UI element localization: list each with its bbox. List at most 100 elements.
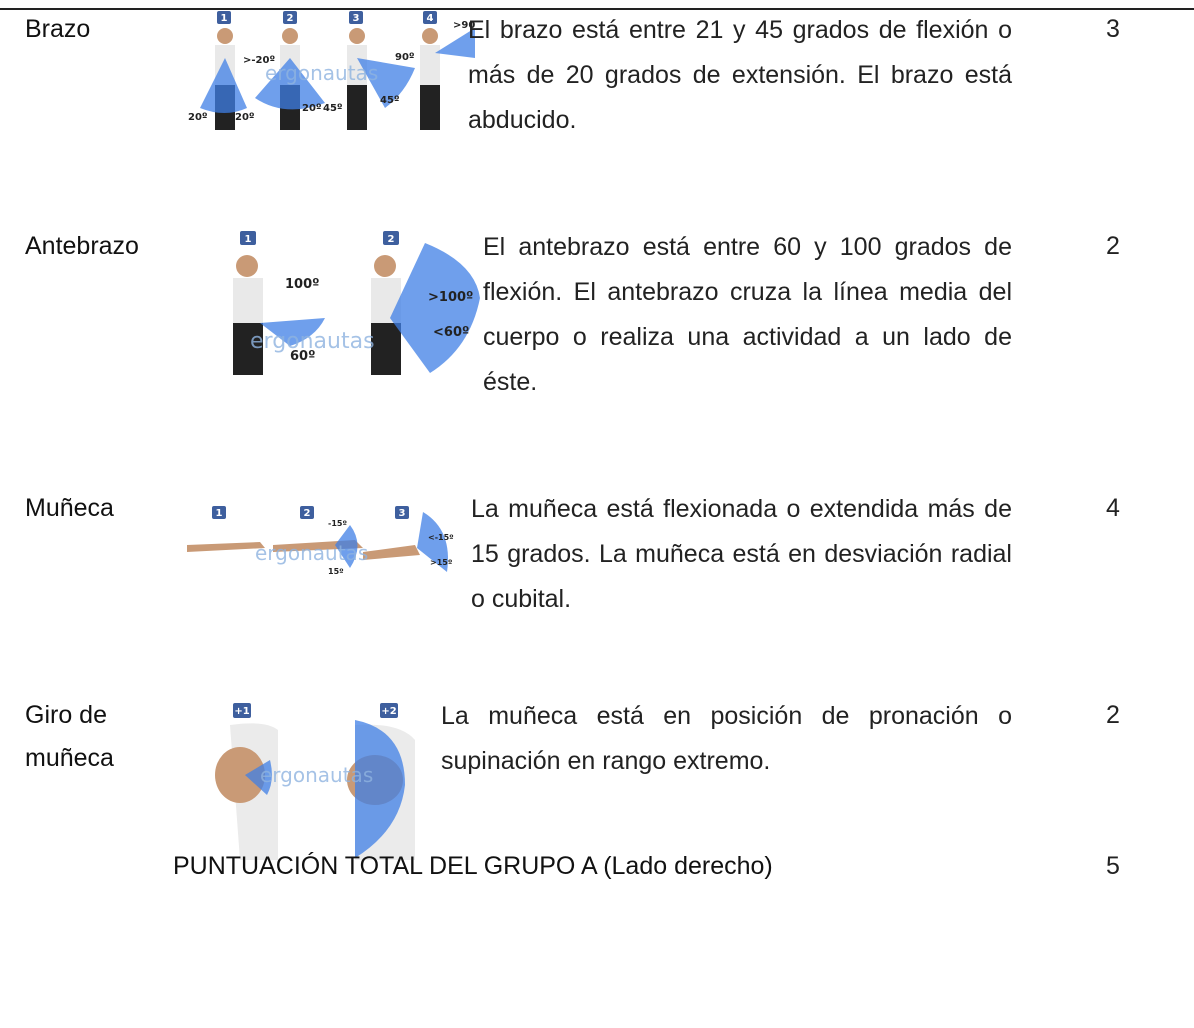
figure-shape <box>420 85 440 130</box>
description: El brazo está entre 21 y 45 grados de fl… <box>468 16 1012 134</box>
angle-label: 15º <box>328 567 344 576</box>
badge-number: +1 <box>234 706 249 717</box>
figure-shape <box>395 506 409 519</box>
figure-shape <box>212 506 226 519</box>
figure-shape <box>422 28 438 44</box>
total-score: 5 <box>1106 852 1120 880</box>
figure-shape <box>347 45 367 85</box>
badge: 3 <box>395 506 409 519</box>
description: La muñeca está flexionada o extendida má… <box>471 495 1012 613</box>
figure-shape <box>374 255 396 277</box>
badge: 2 <box>383 231 399 245</box>
angle-wedge <box>390 243 480 373</box>
badge: 4 <box>423 11 437 24</box>
figure-shape <box>282 28 298 44</box>
angle-label: >-20º <box>243 55 275 66</box>
badge: 1 <box>217 11 231 24</box>
figure-shape <box>217 11 231 24</box>
angle-label: >90º <box>453 20 475 31</box>
badge-number: 4 <box>427 13 434 24</box>
person <box>347 28 367 130</box>
badge-number: +2 <box>381 706 396 717</box>
figure-shape <box>349 11 363 24</box>
person <box>233 255 263 375</box>
watermark: ergonautas <box>260 763 373 787</box>
score: 3 <box>1106 15 1120 43</box>
angle-label: 45º <box>380 95 400 106</box>
angle-label: <60º <box>433 325 469 340</box>
segment-label: Antebrazo <box>25 232 139 260</box>
watermark: ergonautas <box>250 329 375 354</box>
angle-wedge <box>260 318 325 346</box>
person <box>420 28 440 130</box>
angle-label: >100º <box>428 290 473 305</box>
badge: +2 <box>380 703 398 718</box>
angle-wedge <box>435 28 475 58</box>
angle-wedge <box>200 58 247 113</box>
figure-shape <box>363 545 420 560</box>
angle-label: >15º <box>430 558 453 567</box>
angle-label: 20º <box>302 103 322 114</box>
score: 4 <box>1106 494 1120 522</box>
total-label: PUNTUACIÓN TOTAL DEL GRUPO A (Lado derec… <box>173 852 773 880</box>
angle-wedge <box>357 58 415 108</box>
figure-shape <box>423 11 437 24</box>
figure-shape <box>236 255 258 277</box>
figure-shape <box>347 85 367 130</box>
figure-shape <box>420 45 440 85</box>
figure-shape <box>283 11 297 24</box>
top-rule <box>0 8 1194 10</box>
angle-wedge <box>245 760 272 795</box>
score: 2 <box>1106 232 1120 260</box>
figure-shape <box>233 323 263 375</box>
figure-shape <box>349 28 365 44</box>
description: La muñeca está en posición de pronación … <box>441 702 1012 775</box>
badge: 2 <box>283 11 297 24</box>
figure-shape <box>371 323 401 375</box>
badge-number: 2 <box>287 13 294 24</box>
angle-label: <-15º <box>428 533 454 542</box>
figure-shape <box>217 28 233 44</box>
angle-wedge <box>255 58 325 110</box>
figure-shape <box>233 703 251 718</box>
badge: 1 <box>240 231 256 245</box>
angle-label: -15º <box>328 519 347 528</box>
angle-label: 20º <box>188 112 208 123</box>
badge: +1 <box>233 703 251 718</box>
watermark: ergonautas <box>255 541 368 565</box>
badge-number: 2 <box>388 234 395 245</box>
angle-label: 100º <box>285 277 319 292</box>
wrist-turn-figure: +1 +2 ergonautas <box>215 703 415 860</box>
angle-wedge <box>335 525 358 568</box>
figure-shape <box>233 278 263 323</box>
badge-number: 3 <box>399 508 406 519</box>
arm-figure: 1 2 3 4 20º 20º >-20º 20º 45º 90º 45º >9… <box>188 11 475 130</box>
wrist-figure: 1 2 3 -15º 15º <-15º >15º ergonautas <box>187 506 454 576</box>
figure-shape <box>240 231 256 245</box>
angle-label: 90º <box>395 52 415 63</box>
badge-number: 1 <box>216 508 223 519</box>
segment-label: Muñeca <box>25 494 114 522</box>
angle-wedge <box>417 512 448 572</box>
watermark: ergonautas <box>265 61 378 85</box>
figure-shape <box>300 506 314 519</box>
badge: 3 <box>349 11 363 24</box>
figure-shape <box>215 747 265 803</box>
angle-wedge <box>355 720 405 858</box>
angle-label: 45º <box>323 103 343 114</box>
description: El antebrazo está entre 60 y 100 grados … <box>483 233 1012 396</box>
badge: 2 <box>300 506 314 519</box>
score: 2 <box>1106 701 1120 729</box>
figure-shape <box>187 542 265 552</box>
angle-label: 60º <box>290 349 315 364</box>
segment-label: Brazo <box>25 15 91 43</box>
badge-number: 2 <box>304 508 311 519</box>
figure-shape <box>383 231 399 245</box>
segment-label: Giro de muñeca <box>25 701 114 772</box>
badge-number: 1 <box>221 13 228 24</box>
badge-number: 3 <box>353 13 360 24</box>
forearm-figure: 1 2 100º 60º >100º <60º ergonautas <box>233 231 480 375</box>
badge: 1 <box>212 506 226 519</box>
